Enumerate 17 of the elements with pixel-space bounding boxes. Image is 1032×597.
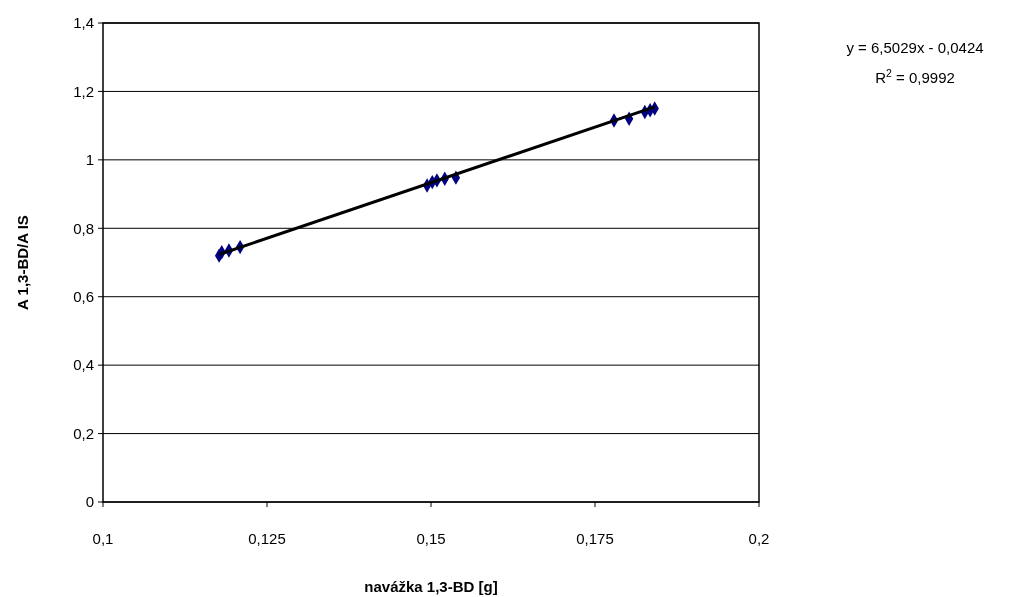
text: R$^{2}$ = 0,9992 xyxy=(875,67,955,86)
y-tick-label: 0,6 xyxy=(73,287,94,305)
x-tick-label: 0,125 xyxy=(248,530,286,547)
y-tick-label: 1 xyxy=(85,151,94,169)
text: y = 6,5029x - 0,0424 xyxy=(846,39,984,56)
x-axis-title: navážka 1,3-BD [g] xyxy=(364,578,498,595)
x-tick-label: 0,15 xyxy=(416,530,446,547)
y-axis-title: A 1,3-BD/A IS xyxy=(14,215,31,310)
y-tick-label: 0,2 xyxy=(73,424,94,442)
x-tick-label: 0,1 xyxy=(92,530,114,547)
y-tick-label: 0 xyxy=(85,493,94,511)
x-tick-label: 0,2 xyxy=(748,530,770,547)
y-tick-label: 0,4 xyxy=(73,356,94,374)
y-tick-label: 1,2 xyxy=(73,82,94,100)
x-tick-label: 0,175 xyxy=(576,530,614,547)
y-tick-label: 0,8 xyxy=(73,219,94,237)
y-tick-label: 1,4 xyxy=(73,14,94,32)
